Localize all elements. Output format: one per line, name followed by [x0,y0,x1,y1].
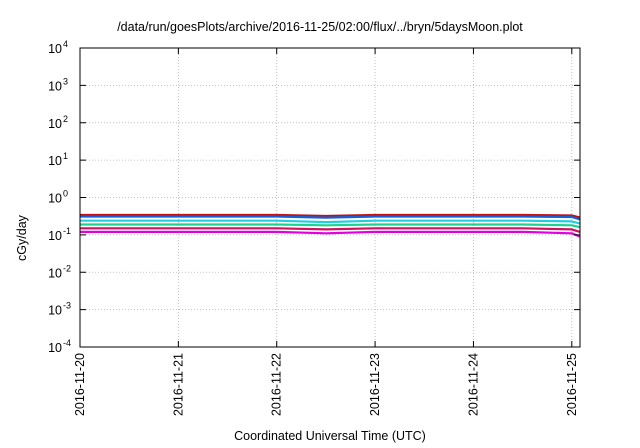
x-tick-label: 2016-11-20 [73,353,87,416]
y-tick-label: 10 [48,229,62,243]
y-tick-label: 10 [48,117,62,131]
y-tick-exponent: 0 [63,189,68,199]
series-line-5 [80,213,581,219]
y-tick-exponent: 4 [63,39,68,49]
x-tick-label: 2016-11-23 [368,353,382,416]
y-tick-label: 10 [48,192,62,206]
y-tick-label: 10 [48,304,62,318]
y-tick-exponent: -2 [63,263,71,273]
y-tick-label: 10 [48,79,62,93]
y-tick-exponent: -3 [63,301,71,311]
x-axis-label: Coordinated Universal Time (UTC) [234,429,426,443]
chart-title: /data/run/goesPlots/archive/2016-11-25/0… [117,20,523,34]
series-line-3 [80,223,581,229]
y-tick-exponent: 1 [63,151,68,161]
series-line-2 [80,227,581,233]
y-tick-exponent: 3 [63,76,68,86]
x-tick-label: 2016-11-24 [466,353,480,416]
y-tick-exponent: 2 [63,114,68,124]
series-line-4 [80,219,581,225]
y-tick-exponent: -4 [63,338,71,348]
series-line-6 [80,215,581,221]
y-tick-label: 10 [48,266,62,280]
y-tick-label: 10 [48,42,62,56]
x-tick-label: 2016-11-21 [171,353,185,416]
x-tick-label: 2016-11-22 [270,353,284,416]
series-line-1 [80,230,581,238]
x-ticks: 2016-11-20 2016-11-21 2016-11-22 2016-11-23… [73,48,579,416]
series-group [80,213,581,238]
y-tick-label: 10 [48,341,62,355]
x-tick-label: 2016-11-25 [565,353,579,416]
y-tick-exponent: -1 [63,226,71,236]
grid-lines [80,48,580,347]
y-tick-label: 10 [48,154,62,168]
